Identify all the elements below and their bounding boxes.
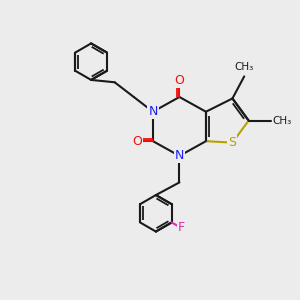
Text: F: F: [178, 221, 185, 234]
Text: S: S: [228, 136, 236, 149]
Text: O: O: [132, 135, 142, 148]
Text: N: N: [175, 149, 184, 162]
Text: CH₃: CH₃: [272, 116, 291, 126]
Text: CH₃: CH₃: [235, 62, 254, 72]
Text: N: N: [148, 105, 158, 118]
Text: O: O: [175, 74, 184, 87]
